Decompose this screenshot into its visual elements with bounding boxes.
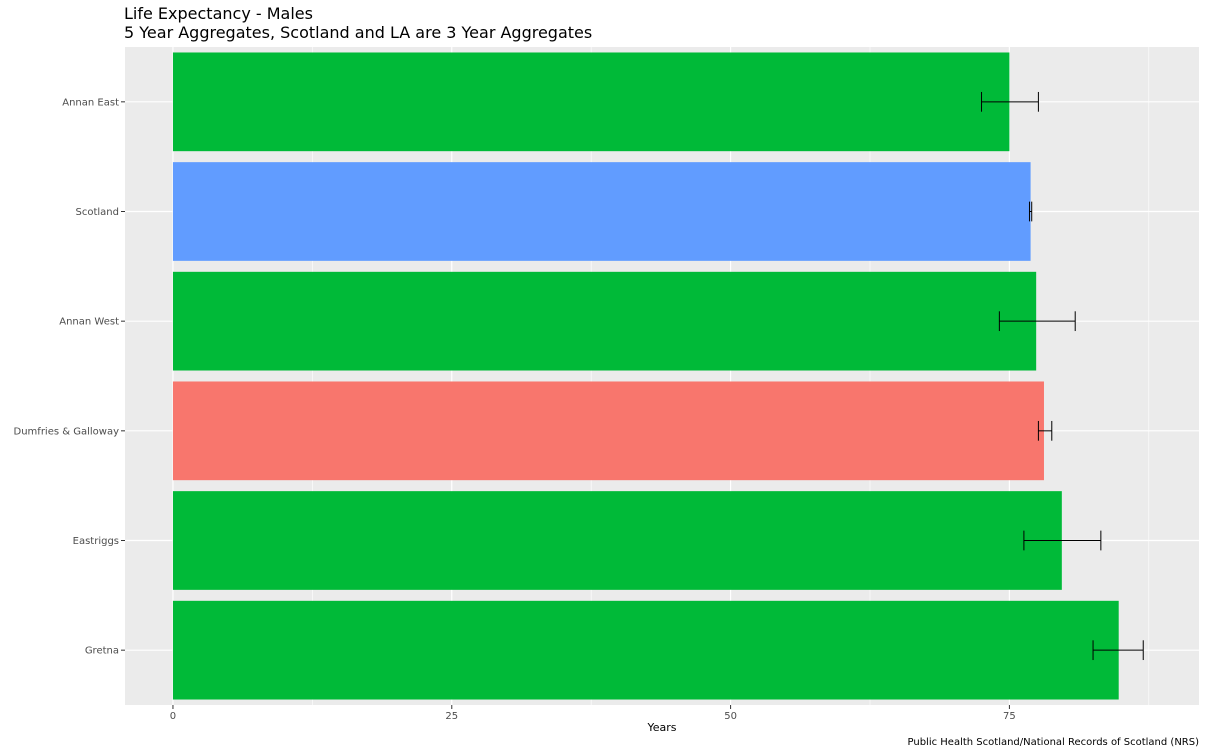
y-tick-label: Gretna: [85, 646, 119, 657]
y-tick-label: Scotland: [76, 207, 119, 218]
x-axis-title: Years: [646, 721, 676, 734]
chart-subtitle: 5 Year Aggregates, Scotland and LA are 3…: [124, 23, 593, 42]
y-tick-label: Annan West: [59, 317, 119, 328]
error-bar: [981, 91, 1039, 112]
chart-caption: Public Health Scotland/National Records …: [907, 737, 1199, 748]
plot-panel: [125, 47, 1199, 705]
y-axis: Annan East Scotland Annan West Dumfries & G…: [14, 97, 125, 657]
bars: [172, 52, 1119, 700]
y-tick-label: Eastriggs: [73, 536, 119, 547]
bar: [172, 600, 1119, 700]
error-bar: [998, 311, 1076, 332]
error-bar: [1037, 420, 1053, 441]
bar: [172, 491, 1062, 590]
error-bars: [981, 91, 1144, 661]
y-tick-label: Annan East: [62, 97, 119, 108]
x-axis: 0 25 50 75: [170, 705, 1016, 722]
x-tick-label: 0: [170, 711, 176, 722]
y-tick-label: Dumfries & Galloway: [14, 426, 120, 437]
chart-title: Life Expectancy - Males: [124, 4, 313, 23]
bar: [172, 52, 1010, 152]
x-tick-label: 75: [1003, 711, 1016, 722]
error-bar: [1023, 530, 1102, 551]
error-bar: [1092, 640, 1144, 661]
bar: [172, 162, 1031, 261]
bar: [172, 381, 1044, 481]
x-tick-label: 50: [724, 711, 737, 722]
bar: [172, 271, 1037, 371]
x-tick-label: 25: [445, 711, 458, 722]
error-bar: [1028, 201, 1033, 222]
